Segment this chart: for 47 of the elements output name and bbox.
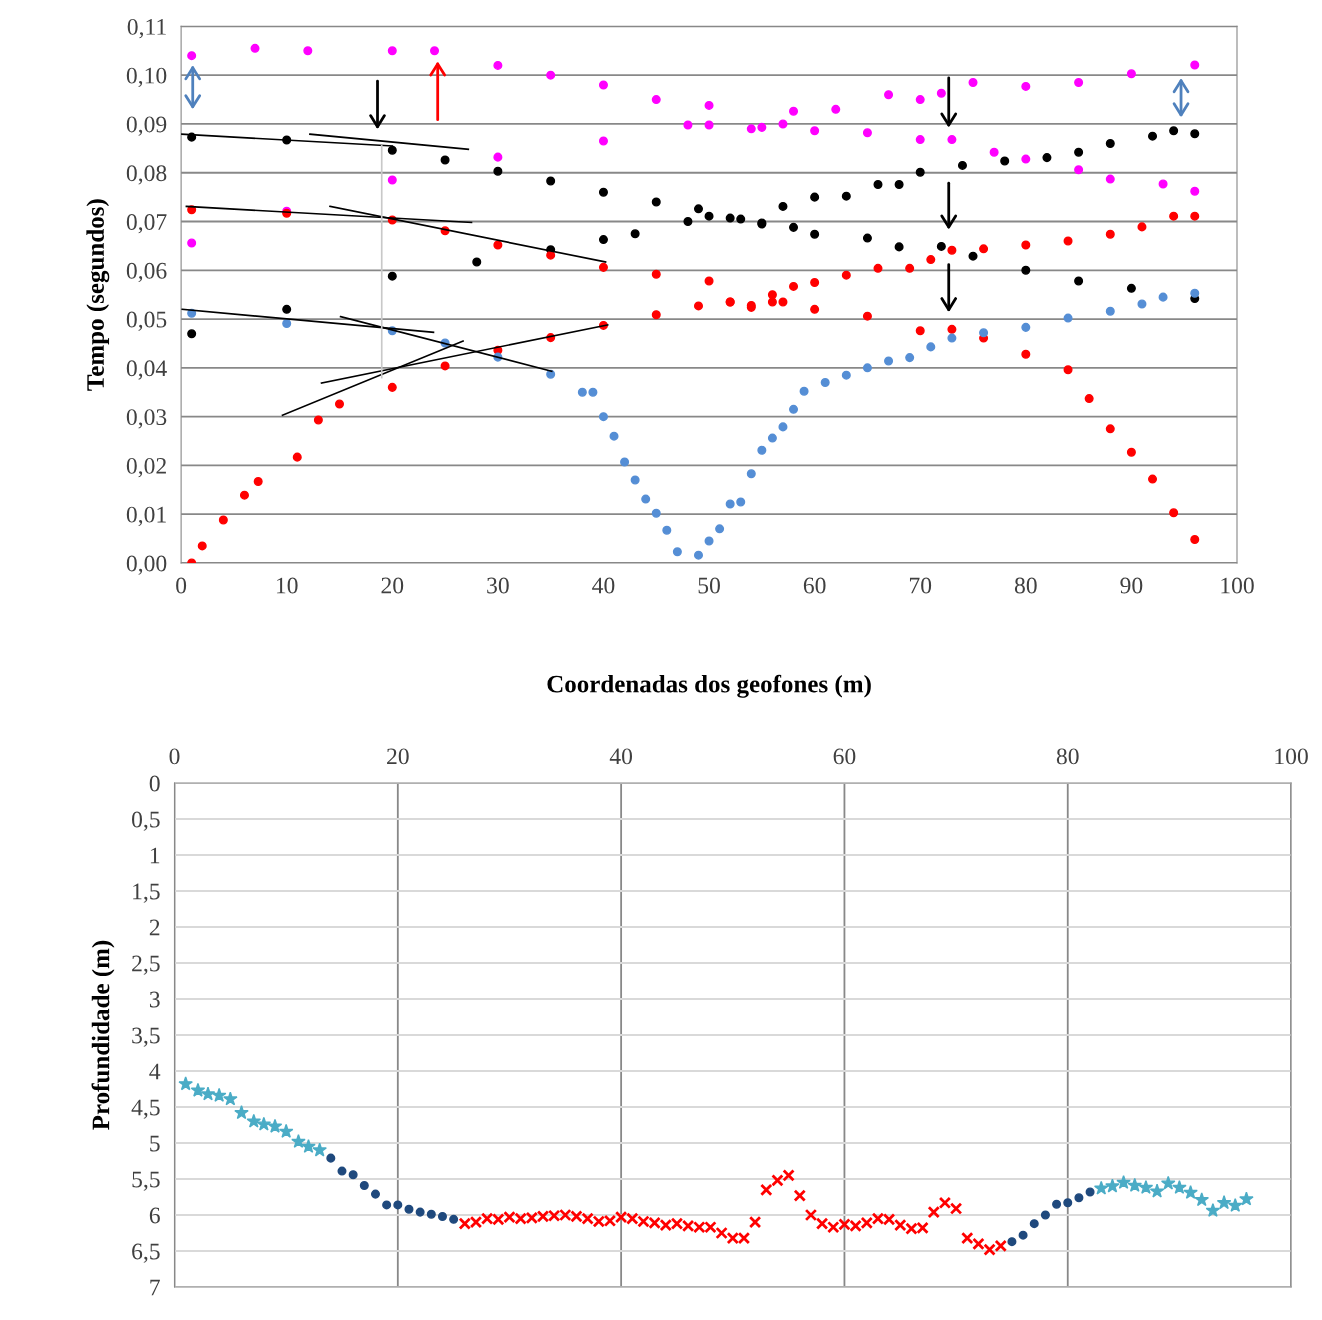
y-tick-label: 0,5: [132, 811, 160, 831]
y-tick-label: 0,04: [126, 360, 167, 380]
y-tick-label: 0,07: [126, 214, 167, 234]
y-axis-title: Tempo (segundos): [86, 199, 110, 391]
y-tick-label: 0,05: [126, 311, 167, 331]
x-tick-label: 60: [833, 748, 856, 765]
y-tick-label: 7: [150, 1279, 160, 1296]
y-axis-title: Profundidade (m): [91, 940, 115, 1130]
y-tick-label: 0,09: [126, 116, 167, 136]
y-tick-label: 6,5: [132, 1243, 160, 1263]
y-tick-label: 1: [150, 847, 160, 864]
y-tick-label: 0,01: [126, 506, 166, 527]
x-tick-label: 40: [609, 748, 633, 765]
y-tick-label: 3,5: [132, 1027, 160, 1047]
y-tick-label: 3: [149, 991, 160, 1008]
x-tick-label: 20: [381, 577, 404, 594]
x-tick-label: 100: [1221, 577, 1254, 594]
y-tick-label: 0: [149, 775, 160, 792]
y-tick-label: 2: [149, 919, 160, 936]
x-tick-label: 30: [487, 577, 509, 594]
y-tick-label: 0,11: [127, 18, 166, 39]
x-tick-label: 100: [1275, 748, 1308, 765]
y-tick-label: 2,5: [132, 955, 160, 975]
y-tick-label: 0,00: [126, 555, 167, 575]
y-tick-label: 0,08: [126, 165, 167, 185]
y-tick-label: 5,5: [132, 1171, 160, 1191]
x-tick-label: 20: [387, 748, 409, 765]
x-tick-label: 40: [592, 577, 615, 594]
y-tick-label: 0,06: [126, 262, 167, 283]
x-tick-label: 80: [1014, 577, 1037, 594]
x-tick-label: 10: [276, 577, 298, 594]
y-tick-label: 5: [150, 1135, 160, 1152]
x-tick-label: 50: [698, 577, 720, 594]
y-tick-label: 0,10: [126, 67, 167, 87]
x-tick-label: 0: [169, 748, 180, 765]
x-tick-label: 60: [803, 577, 826, 594]
x-axis-title: Coordenadas dos geofones (m): [547, 674, 871, 698]
x-tick-label: 80: [1056, 748, 1079, 765]
x-tick-label: 0: [176, 577, 187, 594]
y-tick-label: 4,5: [131, 1099, 160, 1119]
y-tick-label: 1,5: [133, 883, 160, 903]
x-tick-label: 70: [909, 577, 932, 594]
y-tick-label: 0,03: [126, 409, 167, 429]
y-tick-label: 0,02: [126, 457, 166, 478]
y-tick-label: 4: [149, 1063, 161, 1080]
x-tick-label: 90: [1120, 577, 1143, 594]
y-tick-label: 6: [149, 1207, 160, 1224]
